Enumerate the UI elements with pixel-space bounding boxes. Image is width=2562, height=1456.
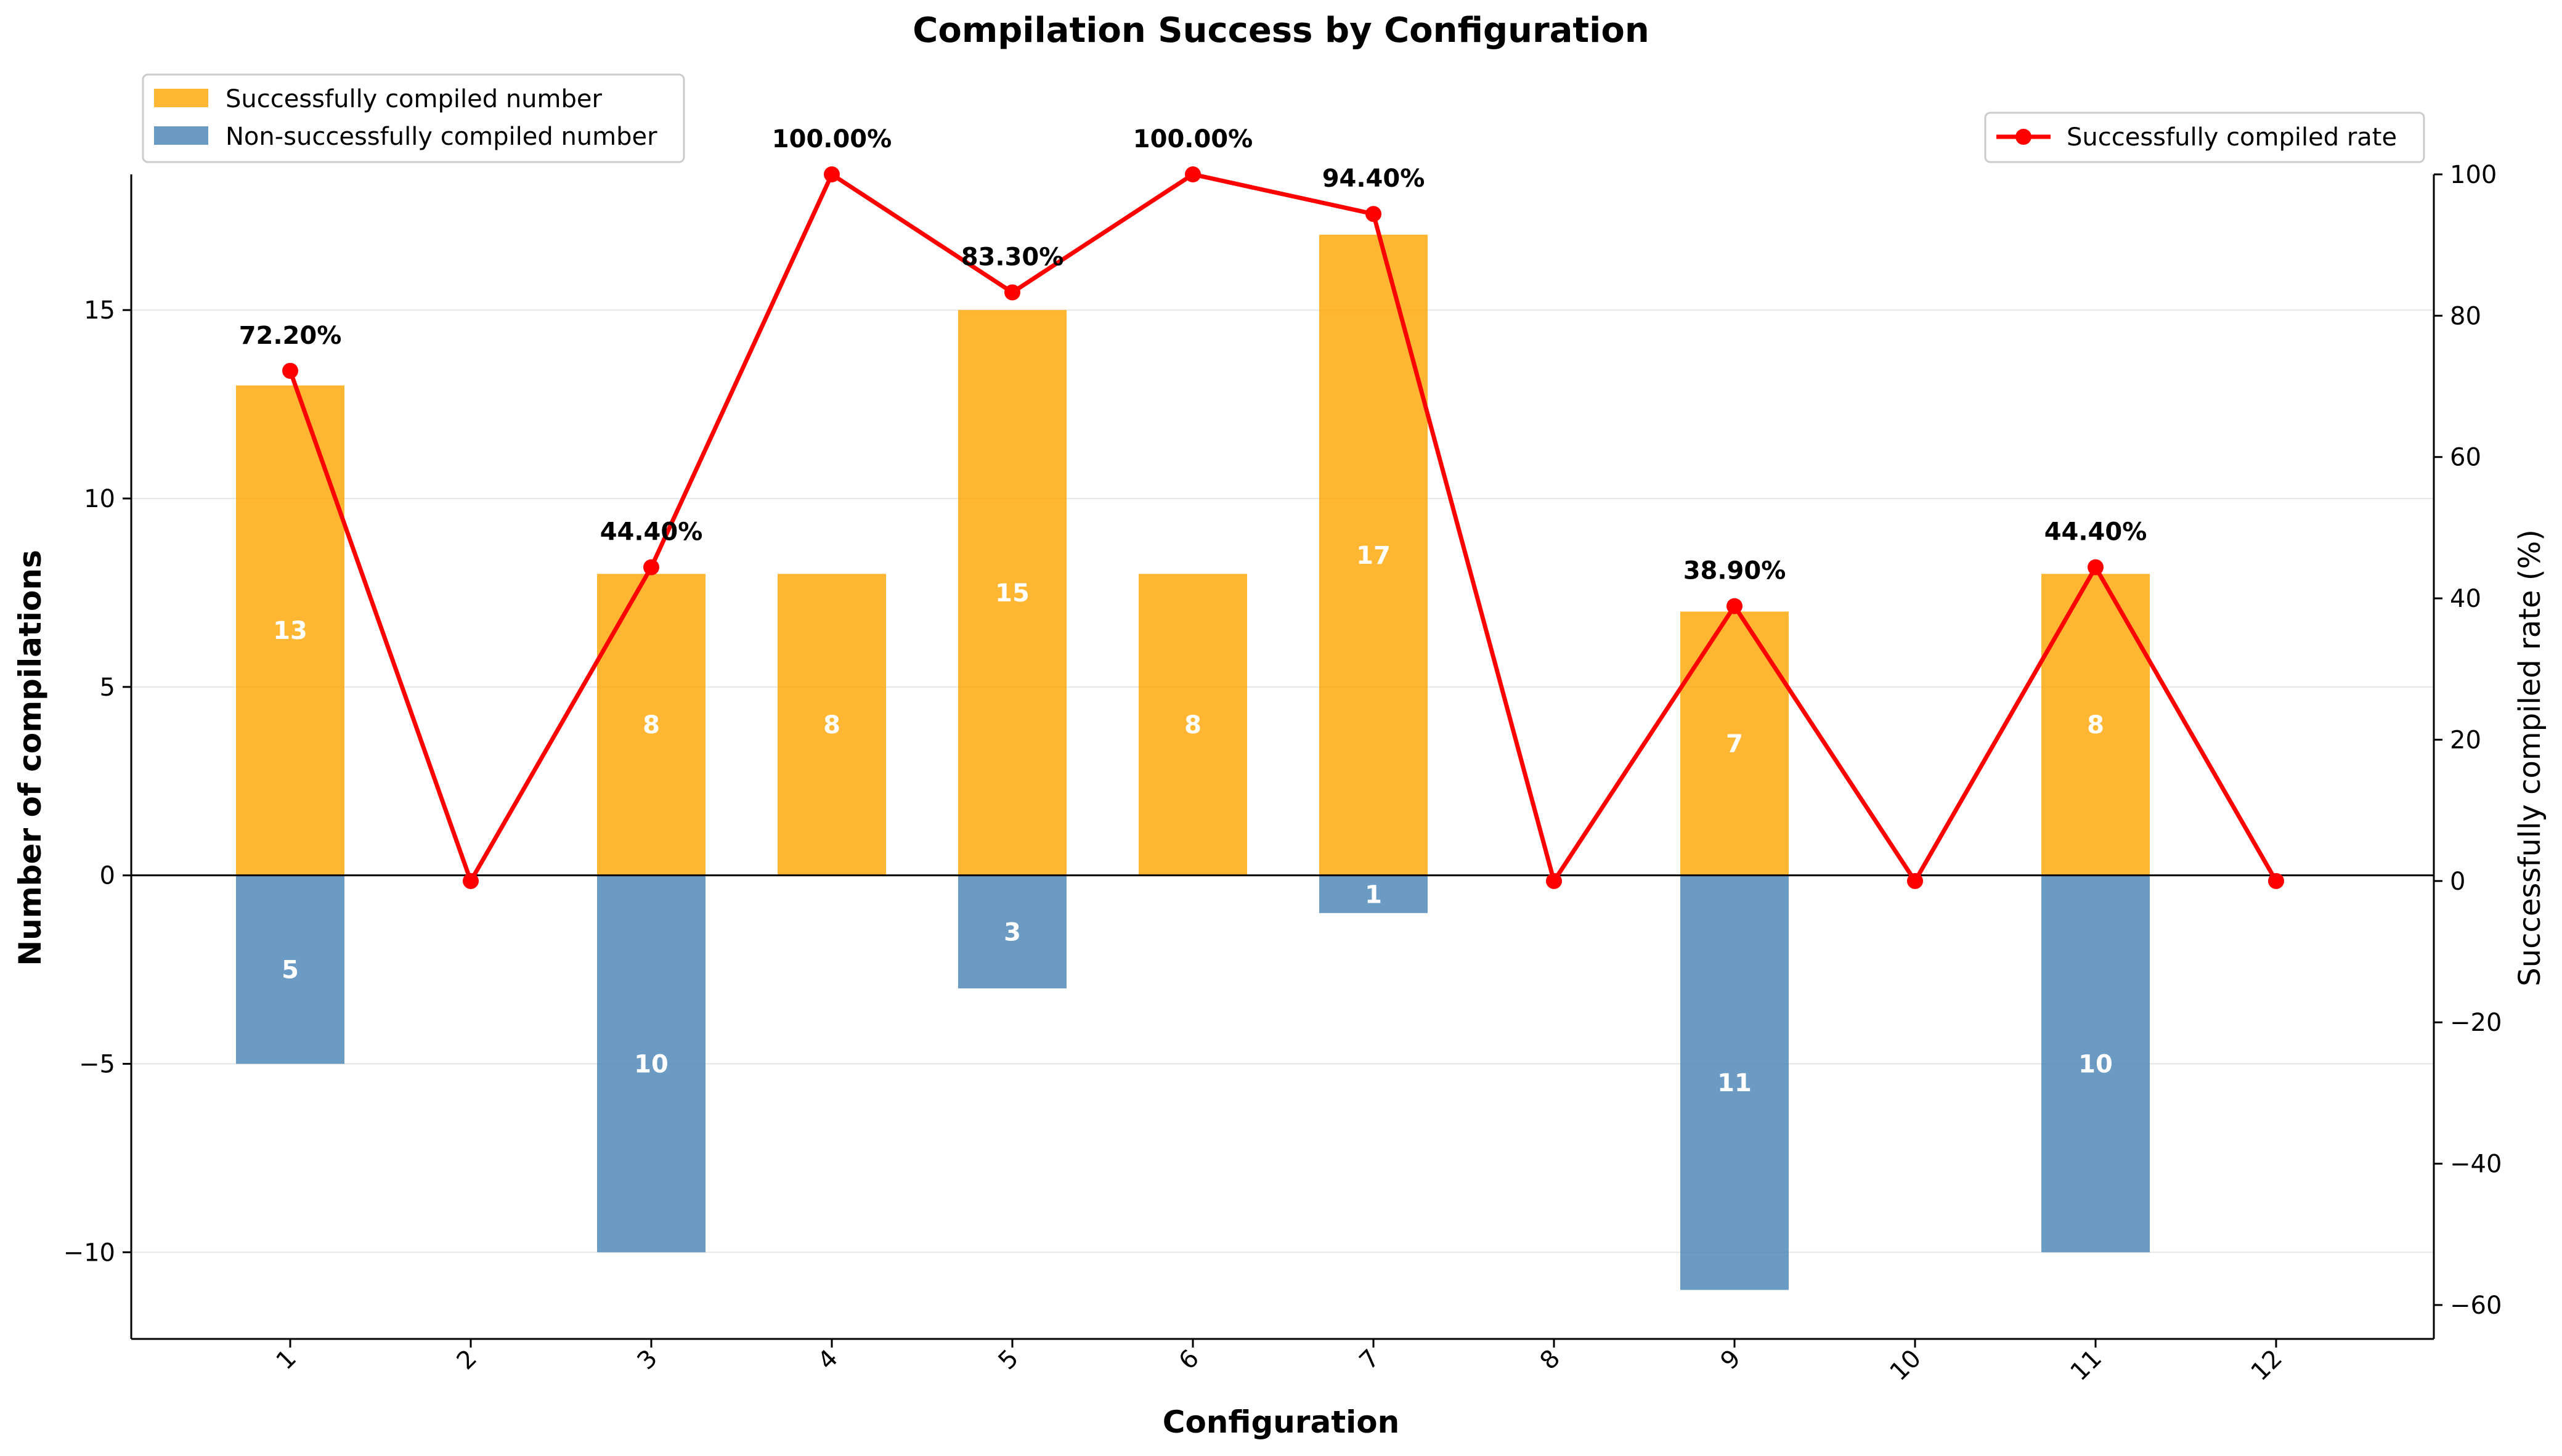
rate-label: 38.90% (1683, 557, 1786, 585)
legend-label-success: Successfully compiled number (226, 85, 602, 113)
bar-success (778, 574, 886, 876)
legend-swatch-rate-marker (2015, 129, 2031, 145)
rate-label: 94.40% (1322, 165, 1425, 193)
bar-success (597, 574, 706, 876)
bar-success-label: 7 (1726, 730, 1743, 759)
y2-axis-title: Successfully compiled rate (%) (2513, 529, 2547, 986)
y2-tick-label: −60 (2450, 1291, 2502, 1320)
bar-failure-label: 3 (1004, 918, 1021, 946)
rate-marker (2088, 559, 2104, 575)
legend-right-frame (1984, 112, 2425, 163)
y-tick-label: −10 (63, 1238, 115, 1267)
y2-tick-label: 40 (2450, 585, 2481, 613)
rate-marker (463, 872, 479, 889)
rate-marker (2268, 872, 2284, 889)
rate-label: 44.40% (600, 518, 703, 547)
legend-label-rate: Successfully compiled rate (2067, 123, 2397, 152)
y2-tick-label: 20 (2450, 726, 2481, 754)
y-axis-title: Number of compilations (12, 550, 48, 966)
y2-tick-label: −40 (2450, 1150, 2502, 1179)
legend-swatch-failure (154, 126, 208, 145)
data-labels: 13 5 72.20% 8 10 44.40% 8 100.00% 15 3 83.30% 8 100.… (239, 125, 2147, 1097)
rate-marker (1907, 872, 1923, 889)
y2-tick-label: 60 (2450, 444, 2481, 472)
bar-failure (2041, 875, 2150, 1253)
rate-marker (643, 559, 659, 575)
bar-success (1139, 574, 1247, 876)
legend-right: Successfully compiled rate (1984, 112, 2425, 163)
bar-success-label: 8 (2087, 711, 2104, 739)
y2-tick-label: 80 (2450, 302, 2481, 330)
bar-success (2041, 574, 2150, 876)
rate-marker (1185, 166, 1201, 182)
chart-title: Compilation Success by Configuration (913, 10, 1649, 51)
y-tick-label: 10 (84, 485, 115, 513)
legend-left: Successfully compiled number Non-success… (142, 73, 685, 163)
bar-failure-label: 10 (634, 1050, 669, 1078)
rate-marker (824, 166, 840, 182)
y-tick-label: −5 (79, 1050, 115, 1078)
rate-line-series (282, 166, 2284, 889)
y-tick-label: 0 (100, 862, 115, 890)
bar-success (1680, 611, 1789, 876)
bar-failure-label: 11 (1717, 1069, 1752, 1097)
bar-failure-label: 1 (1365, 881, 1382, 909)
rate-marker (1726, 598, 1743, 614)
bar-failure (1680, 875, 1789, 1290)
y-tick-label: 5 (100, 673, 115, 702)
x-axis-title: Configuration (1163, 1404, 1399, 1440)
bar-failure-label: 5 (282, 956, 299, 985)
bar-success-label: 8 (643, 711, 660, 739)
rate-marker (1546, 872, 1562, 889)
rate-marker (282, 362, 298, 379)
bar-failure (958, 875, 1067, 989)
rate-marker (1365, 206, 1381, 222)
legend-left-frame (142, 73, 685, 163)
bar-failure (236, 875, 344, 1064)
bar-success-label: 13 (273, 617, 307, 645)
bar-failure (597, 875, 706, 1253)
bar-failure (1319, 875, 1428, 913)
rate-label: 83.30% (961, 243, 1064, 272)
bar-success-label: 8 (823, 711, 840, 739)
rate-label: 72.20% (239, 322, 342, 350)
bar-success-label: 17 (1356, 542, 1391, 570)
y2-tick-label: −20 (2450, 1009, 2502, 1037)
bar-success-label: 15 (995, 579, 1030, 608)
rate-marker (1004, 284, 1020, 301)
legend-label-failure: Non-successfully compiled number (226, 123, 657, 151)
bars (236, 234, 2150, 1290)
bar-success (958, 310, 1067, 876)
rate-label: 100.00% (1133, 125, 1253, 153)
bar-success-label: 8 (1184, 711, 1202, 739)
y-tick-label: 15 (84, 296, 115, 325)
y2-tick-label: 100 (2450, 161, 2497, 189)
rate-label: 44.40% (2044, 518, 2147, 547)
rate-label: 100.00% (772, 125, 892, 153)
bar-failure-label: 10 (2078, 1050, 2113, 1078)
legend-swatch-success (154, 89, 208, 107)
y2-tick-label: 0 (2450, 868, 2465, 896)
rate-line (288, 171, 2279, 887)
